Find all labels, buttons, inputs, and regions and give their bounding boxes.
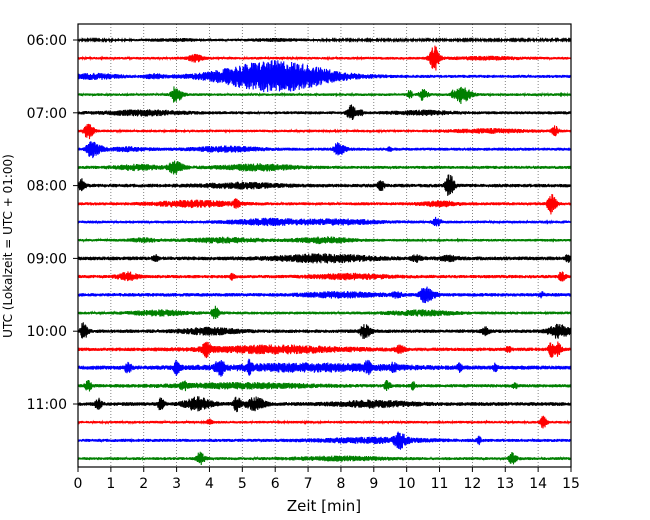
trace-1100 <box>77 396 572 413</box>
trace-1015 <box>77 341 572 359</box>
x-tick-label-10: 10 <box>398 476 416 492</box>
trace-0845 <box>77 236 572 245</box>
trace-0915 <box>77 271 572 282</box>
x-tick-label-15: 15 <box>562 476 580 492</box>
x-tick-label-4: 4 <box>205 476 214 492</box>
y-axis-title: UTC (Lokalzeit = UTC + 01:00) <box>1 154 15 338</box>
x-tick-label-11: 11 <box>431 476 449 492</box>
trace-1115 <box>77 415 572 429</box>
x-tick-label-7: 7 <box>304 476 313 492</box>
trace-0630 <box>77 60 572 93</box>
x-tick-label-9: 9 <box>369 476 378 492</box>
x-tick-label-2: 2 <box>139 476 148 492</box>
trace-0615 <box>77 45 572 71</box>
trace-1130 <box>77 431 572 450</box>
trace-0830 <box>77 216 572 227</box>
y-tick-label-0: 06:00 <box>27 33 67 49</box>
vertical-gridlines <box>110 24 539 467</box>
y-tick-label-2: 08:00 <box>27 179 67 195</box>
trace-1000 <box>77 322 572 339</box>
trace-0700 <box>77 104 572 121</box>
trace-0645 <box>77 86 572 104</box>
x-tick-label-14: 14 <box>529 476 547 492</box>
trace-0800 <box>77 174 572 196</box>
y-axis-ticks: 06:00 07:00 08:00 09:00 10:00 11:00 <box>27 33 78 413</box>
trace-1145 <box>77 451 572 466</box>
trace-1030 <box>77 358 572 377</box>
x-axis-ticks: 0 1 2 3 4 5 6 7 8 9 10 11 12 13 14 15 <box>74 467 580 492</box>
trace-0745 <box>77 160 572 175</box>
y-tick-label-1: 07:00 <box>27 106 67 122</box>
trace-0900 <box>77 253 572 264</box>
x-tick-label-6: 6 <box>271 476 280 492</box>
trace-0815 <box>77 193 572 215</box>
y-tick-label-3: 09:00 <box>27 251 67 267</box>
x-tick-label-5: 5 <box>238 476 247 492</box>
trace-0600 <box>77 36 572 44</box>
x-tick-label-13: 13 <box>496 476 514 492</box>
trace-0930 <box>77 286 572 304</box>
trace-0730 <box>77 141 572 159</box>
y-tick-label-5: 11:00 <box>27 397 67 413</box>
y-tick-label-4: 10:00 <box>27 324 67 340</box>
x-tick-label-12: 12 <box>463 476 481 492</box>
trace-0945 <box>77 305 572 320</box>
trace-0715 <box>77 123 572 140</box>
x-tick-label-1: 1 <box>106 476 115 492</box>
x-tick-label-8: 8 <box>336 476 345 492</box>
plot-frame <box>77 23 572 468</box>
x-tick-label-0: 0 <box>74 476 83 492</box>
seismic-traces <box>77 36 572 466</box>
trace-1045 <box>77 379 572 392</box>
x-tick-label-3: 3 <box>172 476 181 492</box>
x-axis-title: Zeit [min] <box>287 497 361 515</box>
